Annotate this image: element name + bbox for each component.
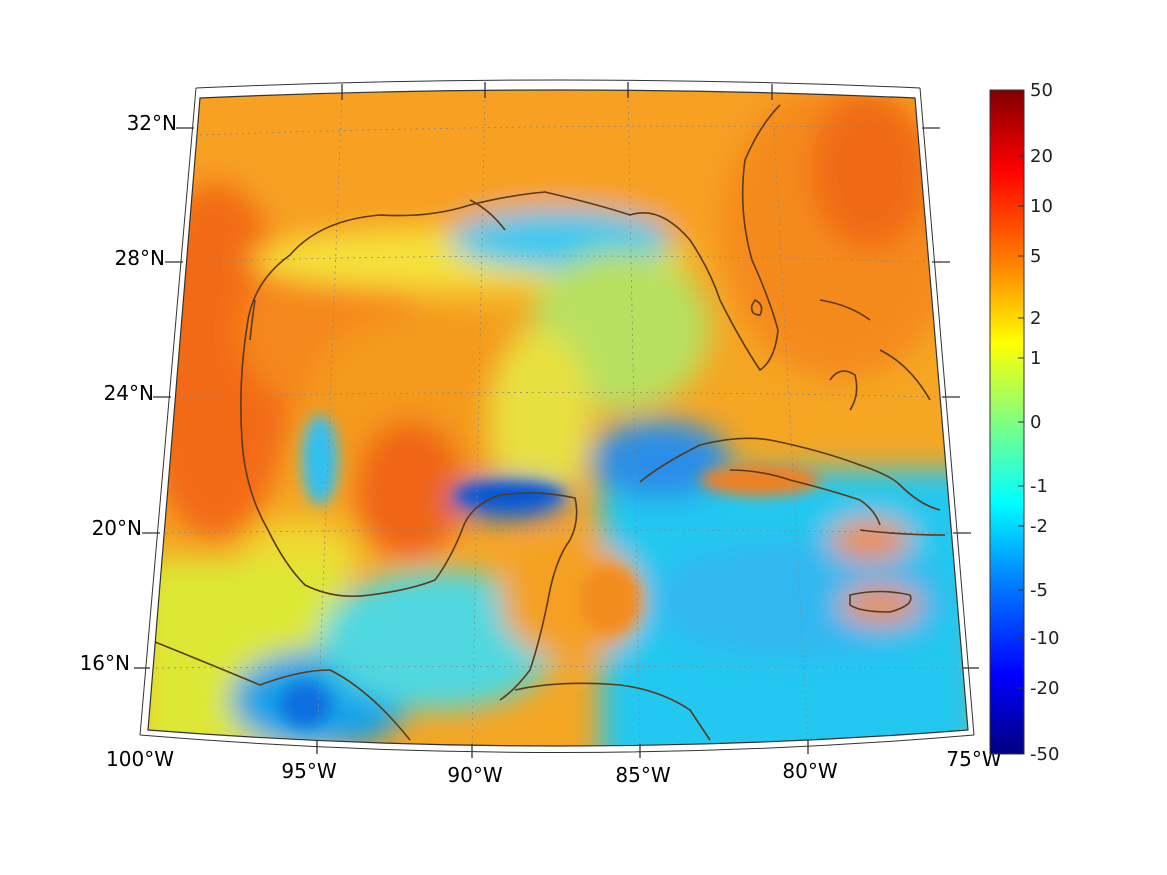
colorbar-tick-label: 0	[1030, 412, 1041, 433]
coastlines	[149, 104, 946, 741]
lon-label-100w: 100°W	[106, 747, 174, 771]
lat-label-20n: 20°N	[92, 516, 142, 540]
colorbar-tick-label: 1	[1030, 348, 1041, 369]
colorbar-tick-label: -50	[1030, 744, 1059, 765]
lat-label-24n: 24°N	[104, 381, 154, 405]
lon-label-90w: 90°W	[447, 763, 502, 787]
colorbar-tick-label: -10	[1030, 628, 1059, 649]
colorbar-tick-label: 2	[1030, 308, 1041, 329]
colorbar-tick-label: 5	[1030, 246, 1041, 267]
colorbar-tick-label: 10	[1030, 196, 1053, 217]
graticule	[149, 90, 963, 746]
colorbar-tick-label: 20	[1030, 146, 1053, 167]
colorbar-tick-label: -2	[1030, 516, 1048, 537]
lon-label-80w: 80°W	[782, 759, 837, 783]
map-frame	[134, 79, 979, 758]
latitude-labels: 32°N 28°N 24°N 20°N 16°N	[80, 111, 177, 675]
lat-label-16n: 16°N	[80, 651, 130, 675]
lon-label-95w: 95°W	[281, 759, 336, 783]
lat-label-32n: 32°N	[127, 111, 177, 135]
colorbar-tick-label: -1	[1030, 476, 1048, 497]
lat-label-28n: 28°N	[115, 246, 165, 270]
colorbar-tick-label: -20	[1030, 678, 1059, 699]
lon-label-85w: 85°W	[615, 763, 670, 787]
colorbar-tick-label: -5	[1030, 580, 1048, 601]
longitude-labels: 100°W 95°W 90°W 85°W 80°W 75°W	[106, 747, 1002, 787]
colorbar-tick-label: 50	[1030, 80, 1053, 101]
map-field	[148, 90, 968, 746]
